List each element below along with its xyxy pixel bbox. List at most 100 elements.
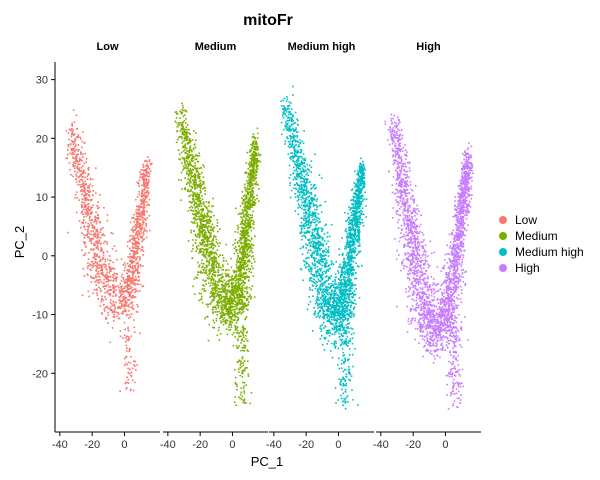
data-point <box>107 280 109 283</box>
data-point <box>236 326 239 328</box>
data-point <box>239 257 241 259</box>
data-point <box>246 349 248 351</box>
data-point <box>235 302 238 304</box>
data-point <box>131 275 134 277</box>
data-point <box>201 229 204 232</box>
data-point <box>132 239 135 241</box>
data-point <box>241 370 243 372</box>
data-point <box>244 346 246 349</box>
data-point <box>244 214 247 216</box>
data-point <box>302 197 304 199</box>
data-point <box>249 254 251 257</box>
data-point <box>131 250 134 252</box>
data-point <box>93 232 96 234</box>
data-point <box>128 278 130 280</box>
data-point <box>185 183 188 186</box>
data-point <box>220 308 223 310</box>
data-point <box>258 200 260 203</box>
data-point <box>110 275 112 278</box>
data-point <box>217 295 220 297</box>
data-point <box>245 256 247 258</box>
data-point <box>106 271 108 274</box>
data-point <box>196 224 199 226</box>
data-point <box>241 256 244 258</box>
data-point <box>79 163 81 166</box>
data-point <box>220 315 222 318</box>
data-point <box>202 240 204 243</box>
data-point <box>325 270 328 272</box>
data-point <box>203 229 205 231</box>
data-point <box>232 302 234 305</box>
data-point <box>181 108 183 111</box>
data-point <box>338 305 341 307</box>
data-point <box>94 219 96 221</box>
data-point <box>241 263 244 266</box>
data-point <box>194 158 197 161</box>
data-point <box>211 288 214 291</box>
data-point <box>226 308 229 310</box>
data-point <box>193 222 196 224</box>
data-point <box>211 229 214 231</box>
data-point <box>188 150 191 152</box>
data-point <box>190 149 193 151</box>
data-point <box>245 265 247 268</box>
data-point <box>134 296 137 298</box>
data-point <box>225 274 228 276</box>
data-point <box>130 286 133 289</box>
facet-panel: Medium high-40 -20 0 <box>266 41 374 451</box>
data-point <box>128 317 130 319</box>
data-point <box>243 350 245 352</box>
data-point <box>216 294 219 296</box>
data-point <box>205 253 208 256</box>
data-point <box>138 193 140 196</box>
data-point <box>100 260 102 262</box>
data-point <box>240 230 242 232</box>
data-point <box>241 395 244 398</box>
data-point <box>220 314 223 317</box>
data-point <box>86 207 89 209</box>
data-point <box>238 265 240 267</box>
data-point <box>230 282 233 285</box>
data-point <box>194 146 197 149</box>
data-point <box>246 200 248 203</box>
data-point <box>229 304 231 306</box>
data-point <box>127 326 129 329</box>
data-point <box>228 286 230 288</box>
data-point <box>236 286 238 289</box>
data-point <box>186 138 188 140</box>
data-point <box>242 331 245 333</box>
data-point <box>77 150 79 152</box>
x-tick-label: -20 <box>192 439 208 451</box>
data-point <box>231 312 233 315</box>
data-point <box>187 167 189 169</box>
data-point <box>244 271 247 274</box>
data-point <box>316 265 319 268</box>
data-point <box>211 287 213 290</box>
data-point <box>139 212 141 215</box>
data-point <box>129 263 131 266</box>
data-point <box>201 241 203 244</box>
data-point <box>245 402 247 404</box>
data-point <box>247 260 250 263</box>
data-point <box>194 186 196 189</box>
data-point <box>282 111 285 114</box>
data-point <box>303 162 306 165</box>
data-point <box>341 329 344 332</box>
data-point <box>117 285 119 287</box>
data-point <box>228 300 230 303</box>
data-point <box>193 192 195 195</box>
data-point <box>95 284 97 286</box>
data-point <box>226 311 229 313</box>
data-point <box>243 256 245 258</box>
data-point <box>217 307 220 309</box>
data-point <box>96 230 98 232</box>
data-point <box>202 242 204 245</box>
data-point <box>330 295 332 297</box>
data-point <box>141 200 143 203</box>
data-point <box>117 305 120 308</box>
data-point <box>250 174 253 176</box>
data-point <box>320 277 323 279</box>
data-point <box>323 254 326 257</box>
data-point <box>257 164 259 167</box>
data-point <box>142 208 145 210</box>
